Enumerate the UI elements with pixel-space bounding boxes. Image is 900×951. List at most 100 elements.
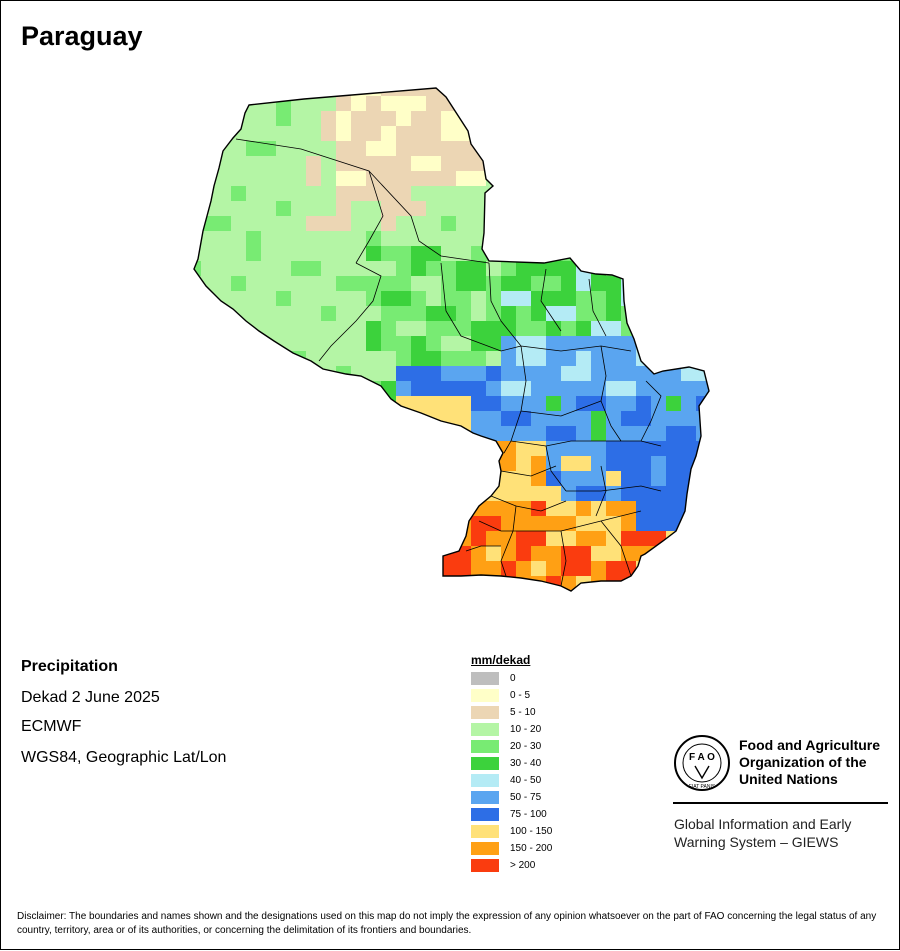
grid-cell: [711, 516, 727, 532]
grid-cell: [651, 471, 667, 487]
grid-cell: [351, 336, 367, 352]
grid-cell: [471, 591, 487, 607]
grid-cell: [366, 591, 382, 607]
grid-cell: [186, 591, 202, 607]
grid-cell: [561, 336, 577, 352]
grid-cell: [261, 576, 277, 591]
grid-cell: [546, 111, 562, 127]
grid-cell: [366, 171, 382, 187]
grid-cell: [456, 591, 472, 607]
grid-cell: [471, 561, 487, 577]
grid-cell: [681, 96, 697, 112]
grid-cell: [516, 426, 532, 442]
grid-cell: [194, 321, 202, 337]
grid-cell: [351, 246, 367, 262]
grid-cell: [576, 471, 592, 487]
grid-cell: [291, 291, 307, 307]
grid-cell: [246, 88, 262, 97]
grid-cell: [561, 186, 577, 202]
legend-item: 0: [471, 670, 552, 687]
grid-cell: [246, 186, 262, 202]
grid-cell: [471, 276, 487, 292]
grid-cell: [576, 366, 592, 382]
grid-cell: [696, 201, 709, 217]
grid-cell: [261, 561, 277, 577]
grid-cell: [606, 321, 622, 337]
grid-cell: [546, 471, 562, 487]
grid-cell: [426, 546, 442, 562]
grid-cell: [636, 516, 652, 532]
grid-cell: [576, 216, 592, 232]
grid-cell: [411, 591, 427, 607]
grid-cell: [696, 546, 709, 562]
grid-cell: [426, 501, 442, 517]
grid-cell: [696, 486, 709, 502]
grid-cell: [531, 111, 547, 127]
legend-swatch: [471, 706, 499, 719]
grid-cell: [681, 141, 697, 157]
grid-cell: [411, 381, 427, 397]
grid-cell: [336, 291, 352, 307]
grid-cell: [621, 396, 637, 412]
grid-cell: [194, 561, 202, 577]
grid-cell: [621, 231, 637, 247]
grid-cell: [561, 291, 577, 307]
grid-cell: [261, 246, 277, 262]
grid-cell: [411, 561, 427, 577]
grid-cell: [561, 321, 577, 337]
grid-cell: [351, 411, 367, 427]
grid-cell: [486, 351, 502, 367]
grid-cell: [561, 366, 577, 382]
grid-cell: [276, 126, 292, 142]
grid-cell: [711, 291, 727, 307]
grid-cell: [426, 246, 442, 262]
grid-cell: [426, 381, 442, 397]
grid-cell: [231, 88, 247, 97]
grid-cell: [606, 591, 622, 607]
grid-cell: [291, 246, 307, 262]
grid-cell: [591, 396, 607, 412]
grid-cell: [516, 516, 532, 532]
legend-item: 10 - 20: [471, 721, 552, 738]
grid-cell: [276, 441, 292, 457]
grid-cell: [501, 411, 517, 427]
grid-cell: [666, 351, 682, 367]
grid-cell: [591, 96, 607, 112]
grid-cell: [351, 306, 367, 322]
legend-item: 50 - 75: [471, 789, 552, 806]
grid-cell: [381, 201, 397, 217]
grid-cell: [216, 321, 232, 337]
grid-cell: [396, 306, 412, 322]
grid-cell: [381, 456, 397, 472]
grid-cell: [366, 561, 382, 577]
divider: [673, 802, 888, 804]
grid-cell: [306, 88, 322, 97]
grid-cell: [486, 141, 502, 157]
fao-logo-letters: F A O: [689, 752, 715, 763]
grid-cell: [516, 336, 532, 352]
grid-cell: [261, 591, 277, 607]
grid-cell: [666, 186, 682, 202]
grid-cell: [291, 381, 307, 397]
grid-cell: [471, 171, 487, 187]
grid-cell: [381, 546, 397, 562]
grid-cell: [621, 156, 637, 172]
grid-cell: [441, 261, 457, 277]
grid-cell: [321, 531, 337, 547]
grid-cell: [231, 456, 247, 472]
grid-cell: [606, 456, 622, 472]
grid-cell: [336, 216, 352, 232]
grid-cell: [216, 591, 232, 607]
grid-cell: [516, 486, 532, 502]
grid-cell: [321, 381, 337, 397]
grid-cell: [681, 186, 697, 202]
grid-cell: [666, 88, 682, 97]
grid-cell: [216, 351, 232, 367]
grid-cell: [336, 576, 352, 591]
grid-cell: [516, 546, 532, 562]
grid-cell: [471, 291, 487, 307]
grid-cell: [411, 201, 427, 217]
grid-cell: [501, 531, 517, 547]
grid-cell: [501, 111, 517, 127]
